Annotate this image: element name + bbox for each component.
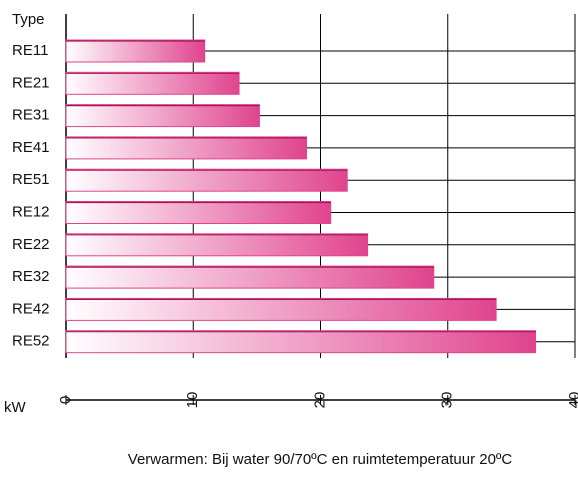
y-tick-label: RE42 [12,300,50,317]
y-tick-label: RE52 [12,333,50,350]
value-axis-label: kW [4,399,27,416]
note: Verwarmen: Bij water 90/70ºC en ruimtete… [128,451,513,468]
x-tick-label: 0 [57,396,74,404]
y-tick-label: RE41 [12,139,50,156]
y-tick-label: RE31 [12,107,50,124]
bar [65,71,240,95]
y-tick-label: RE22 [12,236,50,253]
bar [65,201,332,224]
bar [65,104,260,128]
bar [65,330,537,354]
y-tick-label: RE12 [12,203,50,220]
category-axis-label: Type [12,11,45,28]
y-tick-label: RE11 [12,42,48,59]
bar [65,39,206,63]
bar [65,297,497,321]
y-tick-label: RE32 [12,268,50,285]
bar [65,136,308,160]
y-tick-label: RE51 [12,171,50,188]
bar [65,168,348,192]
bar [65,233,369,257]
bar [65,265,435,289]
y-tick-label: RE21 [12,74,50,91]
